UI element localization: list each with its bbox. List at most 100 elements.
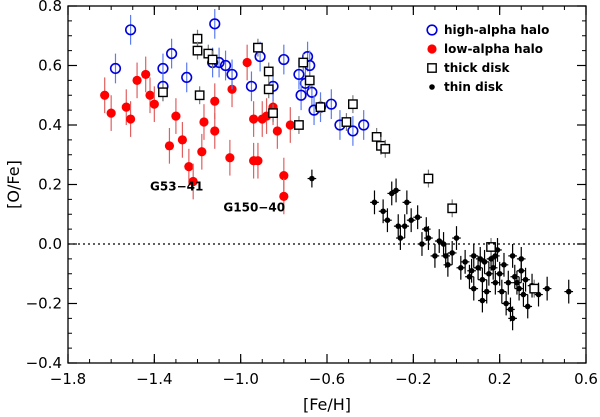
y-tick-label: 0.6 [38,57,62,75]
data-point [447,203,458,214]
data-point [509,315,516,322]
annotation-g150-40: G150−40 [223,200,285,214]
data-point [395,223,402,229]
x-tick-label: −1.0 [222,370,258,388]
data-point [181,71,193,83]
data-point [209,18,221,30]
data-point [106,108,116,118]
data-point [466,273,473,280]
data-point [524,303,531,310]
data-point [427,44,437,54]
data-point [188,176,198,187]
legend-marker-low-alpha-halo [427,44,437,54]
y-tick-label: 0.2 [38,176,62,194]
data-point [408,217,414,223]
data-point [278,53,290,66]
y-axis-title: [O/Fe] [4,160,23,209]
data-point [486,242,496,252]
data-point [249,114,259,124]
data-point [468,267,475,274]
data-point [423,226,430,232]
data-point [419,241,425,247]
data-point [194,90,205,101]
data-point [109,62,122,75]
x-tick-label: −1.4 [136,370,172,388]
data-point [490,265,496,271]
data-point [458,265,464,271]
data-point [518,267,525,274]
data-point [516,285,522,292]
data-point [477,256,484,262]
data-point [380,208,386,215]
data-point [184,162,194,172]
series-high-alpha-halo [109,8,370,146]
data-point [295,89,307,101]
data-point [242,57,252,68]
legend-marker-high-alpha-halo [426,24,438,36]
data-point [132,75,142,85]
data-point [125,114,136,124]
series-thick-disk [158,29,540,298]
data-point [494,247,501,253]
data-point [315,102,326,113]
data-point [429,84,435,90]
data-point [520,291,527,298]
data-point [483,288,490,295]
data-point [263,66,274,77]
legend-marker-thick-disk [427,63,437,73]
data-point [306,86,318,98]
data-point [371,131,382,142]
annotation-g53-41: G53−41 [150,179,203,193]
data-point [285,120,295,130]
axis-ticks: −1.8 −1.4 −1.0 −0.6 −0.2 0.2 0.6 −0.4 −0.2 0.0 0.2… [26,0,598,388]
data-point [401,223,408,229]
data-point [507,306,514,313]
legend-label-low-alpha-halo: low-alpha halo [444,42,543,56]
data-point [197,147,207,157]
series-low-alpha-halo [100,44,295,215]
data-point [268,108,278,119]
x-axis-title: [Fe/H] [303,395,351,414]
data-point [436,238,443,244]
data-point [371,199,378,206]
data-point [171,111,181,121]
data-point [298,57,309,68]
data-point [263,84,274,95]
data-point [158,87,168,98]
data-point [253,156,263,166]
data-point [272,126,282,136]
data-point [325,98,337,110]
data-point [145,90,155,100]
data-point [486,270,492,277]
data-point [511,273,518,280]
data-point [470,253,477,259]
data-point [518,256,525,262]
x-tick-label: −0.6 [309,370,345,388]
data-point [432,253,438,259]
data-point [509,253,516,259]
y-tick-label: 0.8 [38,0,62,15]
data-point [404,199,410,206]
data-point [496,270,503,277]
data-point [445,262,451,268]
data-point [166,47,178,60]
data-point [492,253,499,259]
data-point [393,187,399,194]
data-point [199,117,209,127]
data-point [348,99,358,110]
data-point [449,250,455,256]
data-point [503,300,509,307]
data-point [341,117,352,127]
data-point [226,68,238,81]
y-tick-label: 0.4 [38,116,62,134]
data-point [565,288,572,295]
x-tick-label: −0.2 [395,370,431,388]
data-point [426,24,438,36]
data-point [279,170,289,181]
data-point [124,24,137,36]
data-point [481,259,488,265]
data-point [141,69,151,80]
data-point [453,235,460,241]
series-thin-disk [307,169,574,331]
data-point [294,120,304,130]
